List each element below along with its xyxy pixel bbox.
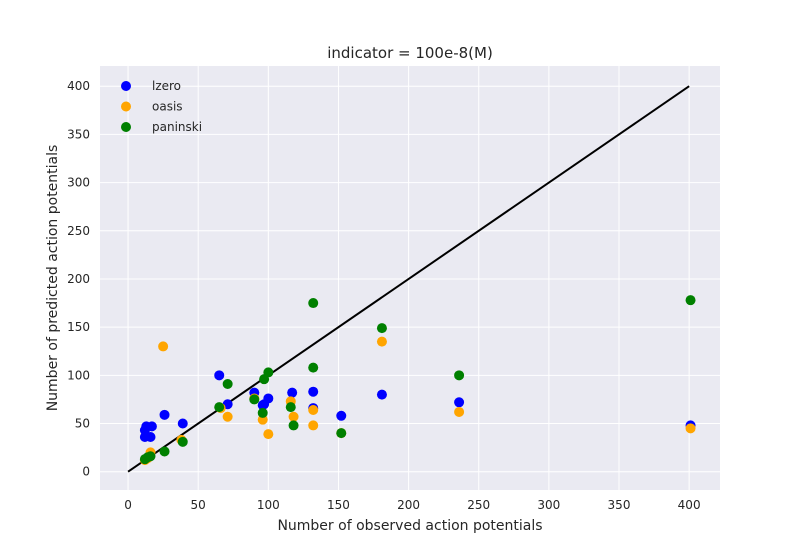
y-tick-label: 300 (67, 176, 90, 190)
y-tick-label: 100 (67, 368, 90, 382)
data-point-lzero (146, 421, 157, 432)
data-point-paninski (685, 295, 696, 306)
x-tick-label: 0 (124, 498, 132, 512)
x-tick-label: 250 (467, 498, 490, 512)
x-tick-label: 100 (257, 498, 280, 512)
data-point-lzero (287, 387, 298, 398)
series-paninski (139, 295, 696, 465)
x-tick-label: 150 (327, 498, 350, 512)
data-point-lzero (159, 409, 170, 420)
data-point-oasis (308, 405, 319, 416)
data-point-paninski (288, 420, 299, 431)
data-point-paninski (454, 370, 465, 381)
data-point-lzero (376, 389, 387, 400)
y-tick-labels: 0 50 100 150 200 250 300 350 400 (67, 79, 90, 478)
x-tick-label: 350 (608, 498, 631, 512)
data-point-paninski (376, 323, 387, 334)
data-point-lzero (145, 432, 156, 442)
data-point-oasis (308, 420, 319, 431)
data-point-paninski (308, 362, 319, 373)
y-tick-label: 250 (67, 224, 90, 238)
data-points (139, 295, 696, 466)
data-point-lzero (308, 386, 319, 397)
y-tick-label: 50 (75, 417, 90, 431)
x-tick-labels: 0 50 100 150 200 250 300 350 400 (124, 498, 700, 512)
data-point-paninski (177, 436, 188, 447)
data-point-lzero (263, 393, 274, 404)
data-point-lzero (336, 410, 347, 421)
data-point-paninski (308, 298, 319, 309)
y-axis-label: Number of predicted action potentials (45, 145, 61, 412)
y-tick-label: 350 (67, 127, 90, 141)
y-tick-label: 150 (67, 320, 90, 334)
data-point-lzero (214, 370, 225, 381)
y-tick-label: 0 (82, 465, 90, 479)
data-point-oasis (454, 406, 465, 417)
legend-marker-lzero (121, 81, 131, 91)
data-point-paninski (336, 428, 347, 439)
y-tick-label: 400 (67, 79, 90, 93)
data-point-paninski (159, 446, 170, 457)
data-point-oasis (376, 336, 387, 347)
data-point-oasis (288, 411, 299, 422)
data-point-paninski (249, 394, 260, 405)
legend-marker-paninski (121, 122, 131, 132)
x-axis-label: Number of observed action potentials (277, 518, 542, 534)
data-point-lzero (454, 397, 465, 408)
data-point-paninski (214, 402, 225, 413)
data-point-oasis (263, 429, 274, 440)
data-point-paninski (257, 407, 268, 418)
data-point-lzero (177, 418, 188, 429)
x-tick-label: 50 (191, 498, 206, 512)
x-tick-label: 300 (537, 498, 560, 512)
x-tick-label: 400 (678, 498, 701, 512)
legend-label-lzero: lzero (152, 79, 181, 93)
data-point-oasis (158, 341, 169, 352)
legend-label-oasis: oasis (152, 100, 183, 114)
legend-label-paninski: paninski (152, 120, 202, 134)
data-point-oasis (222, 411, 233, 422)
y-tick-label: 200 (67, 272, 90, 286)
data-point-paninski (285, 402, 296, 413)
legend: lzero oasis paninski (121, 79, 202, 134)
data-point-paninski (263, 367, 274, 378)
data-point-paninski (222, 379, 233, 389)
data-point-paninski (145, 451, 156, 462)
legend-marker-oasis (121, 101, 131, 112)
data-point-oasis (685, 423, 696, 434)
x-tick-label: 200 (397, 498, 420, 512)
chart-title: indicator = 100e-8(M) (327, 44, 493, 62)
